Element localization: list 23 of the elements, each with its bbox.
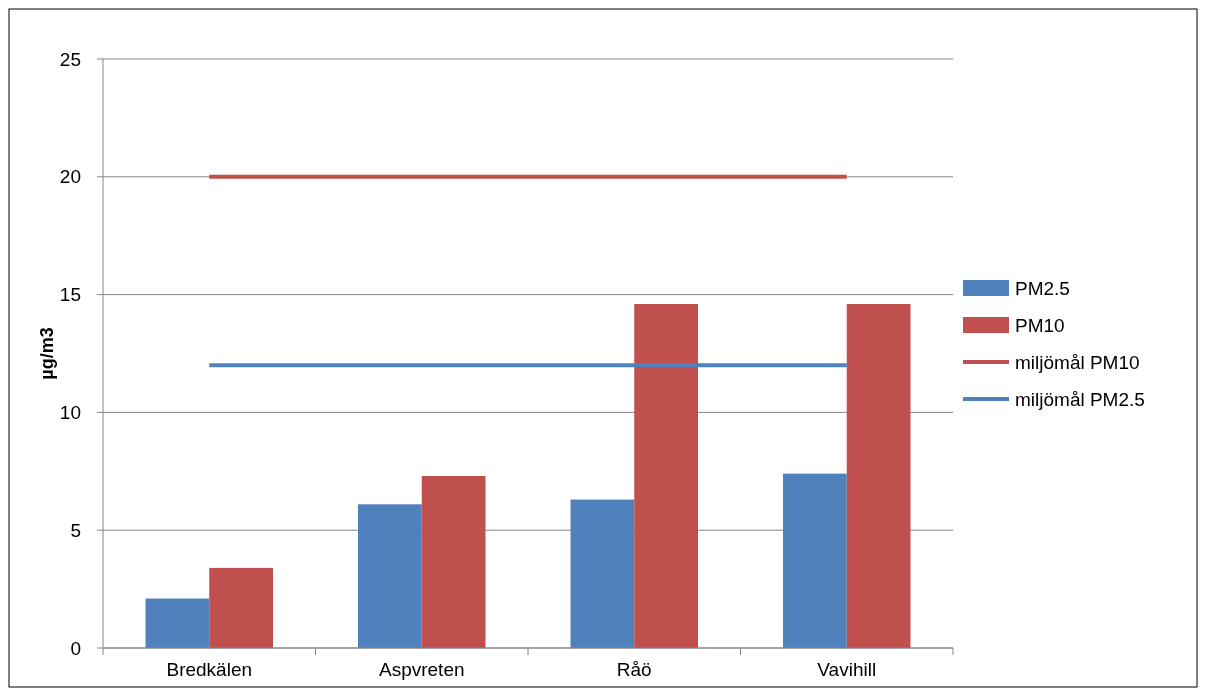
x-tick-label: Bredkälen (166, 659, 253, 680)
bar (783, 473, 847, 648)
x-tick-label: Aspvreten (378, 659, 465, 680)
y-tick-label: 25 (59, 48, 81, 70)
bar (209, 567, 273, 648)
bar (634, 304, 698, 648)
y-tick-label: 0 (70, 637, 81, 659)
legend-label: PM2.5 (1015, 277, 1070, 299)
legend-label: miljömål PM2.5 (1015, 388, 1145, 410)
y-tick-label: 15 (59, 284, 81, 306)
bar (570, 499, 635, 648)
y-tick-label: 10 (59, 402, 81, 424)
x-tick-label: Vavihill (817, 659, 877, 680)
legend-label: PM10 (1015, 314, 1065, 336)
y-tick-label: 5 (70, 519, 81, 541)
y-axis-title: µg/m3 (37, 327, 57, 380)
bar (846, 304, 911, 648)
legend-label: miljömål PM10 (1015, 351, 1140, 373)
x-tick-label: Råö (616, 659, 652, 680)
bar (145, 598, 210, 648)
bar (421, 476, 486, 648)
y-tick-label: 20 (59, 166, 81, 188)
bar (358, 504, 422, 648)
